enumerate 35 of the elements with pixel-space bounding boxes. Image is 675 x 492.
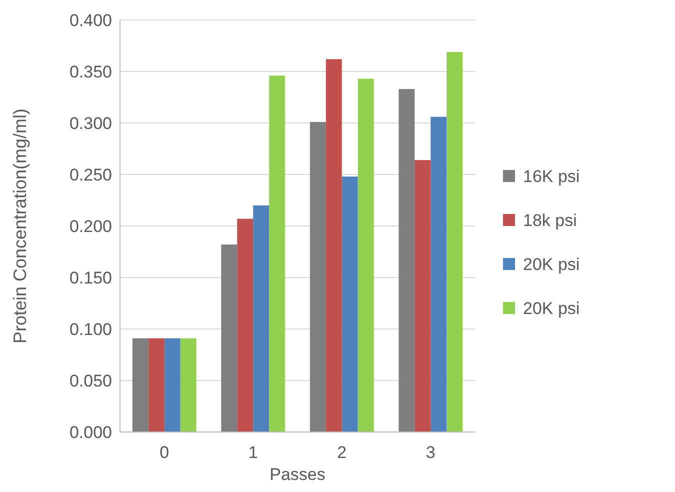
legend-label: 20K psi — [523, 254, 580, 274]
y-tick-label: 0.400 — [69, 10, 112, 30]
bar — [132, 338, 148, 432]
bar — [180, 338, 196, 432]
bar — [358, 78, 374, 432]
bar — [310, 122, 326, 432]
x-axis-title: Passes — [270, 465, 326, 484]
y-tick-label: 0.100 — [69, 320, 112, 339]
y-axis-title: Protein Concentration(mg/ml) — [10, 108, 30, 344]
legend-label: 18k psi — [523, 210, 577, 230]
x-tick-label: 2 — [337, 443, 347, 462]
y-tick-label: 0.000 — [69, 422, 112, 442]
bar — [148, 338, 164, 432]
legend-label: 16K psi — [523, 166, 580, 186]
y-tick-label: 0.350 — [69, 62, 112, 82]
x-tick-label: 3 — [426, 443, 436, 462]
y-tick-label: 0.050 — [69, 371, 112, 390]
x-tick-label: 0 — [160, 443, 170, 462]
legend-label: 20K psi — [523, 298, 580, 318]
bar — [237, 218, 254, 432]
bar — [430, 116, 447, 432]
y-tick-label: 0.200 — [69, 216, 112, 236]
bar — [446, 52, 463, 432]
y-tick-label: 0.150 — [69, 268, 112, 288]
bar — [253, 205, 270, 432]
bar — [164, 338, 180, 432]
bar — [221, 244, 238, 432]
x-tick-label: 1 — [248, 443, 258, 462]
bar — [398, 89, 415, 432]
bar — [342, 176, 358, 432]
bar — [326, 59, 342, 432]
bar — [414, 160, 431, 432]
y-tick-label: 0.300 — [69, 114, 112, 133]
y-tick-label: 0.250 — [69, 165, 112, 184]
bar — [269, 76, 286, 432]
